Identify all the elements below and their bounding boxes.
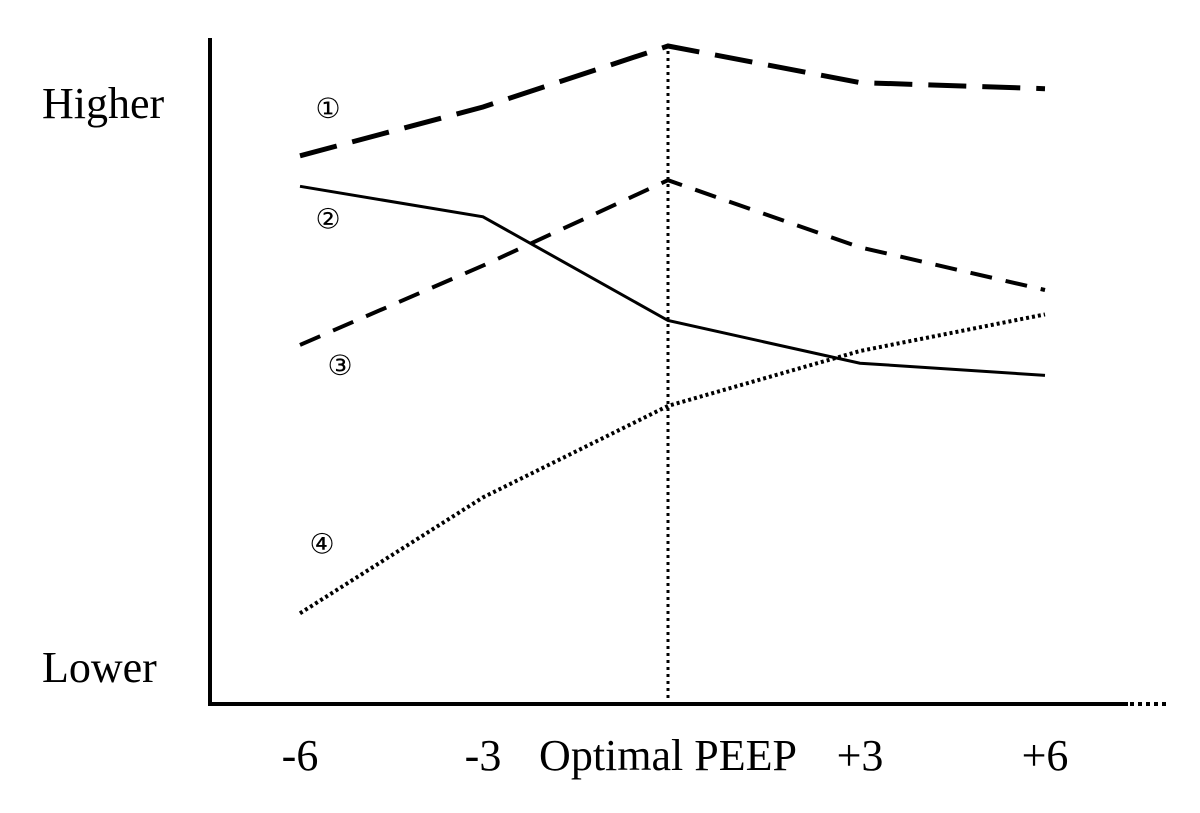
y-label-lower: Lower <box>42 643 157 692</box>
x-tick-labels: -6 -3 Optimal PEEP +3 +6 <box>282 731 1069 780</box>
series-marker-1: ① <box>315 92 340 125</box>
x-tick-label: Optimal PEEP <box>539 731 797 780</box>
x-tick-label: +3 <box>837 731 884 780</box>
x-tick-label: -6 <box>282 731 319 780</box>
series-marker-4: ④ <box>309 527 334 560</box>
series-marker-2: ② <box>315 202 340 235</box>
series-group: ① ② ③ ④ <box>298 43 1046 615</box>
x-tick-label: +6 <box>1022 731 1069 780</box>
series-line-3 <box>299 178 1046 347</box>
y-label-higher: Higher <box>42 79 165 128</box>
x-tick-label: -3 <box>465 731 502 780</box>
series-marker-3: ③ <box>327 349 352 382</box>
series-line-4 <box>298 312 1046 615</box>
series-line-2 <box>299 184 1046 377</box>
series-line-1 <box>299 43 1046 159</box>
